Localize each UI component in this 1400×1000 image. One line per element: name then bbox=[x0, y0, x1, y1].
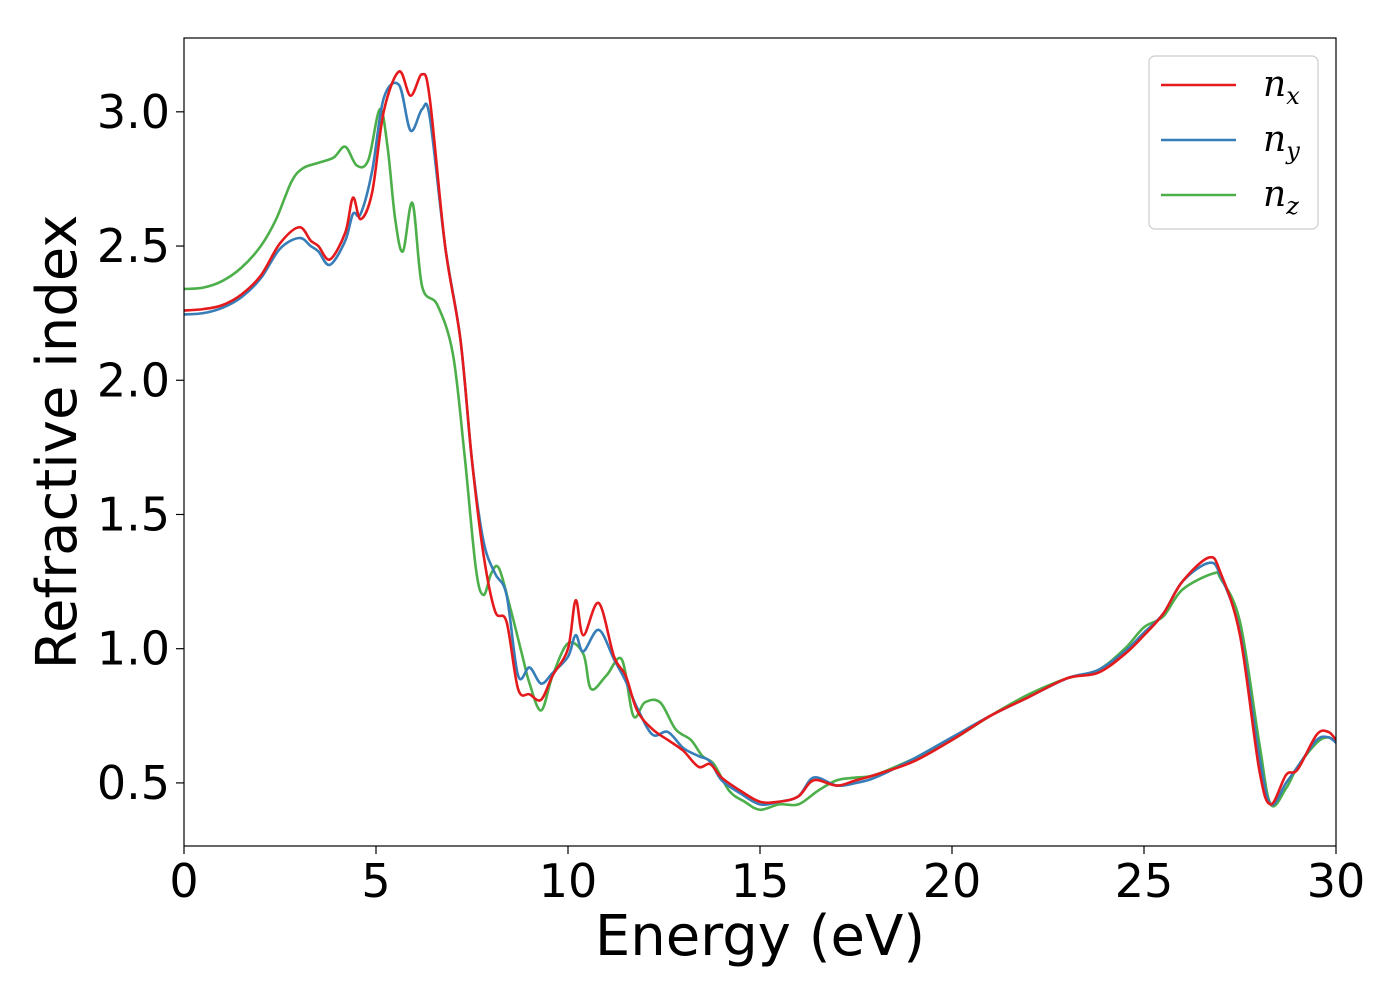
y-axis-label: Refractive index bbox=[25, 215, 90, 670]
legend-box bbox=[1148, 55, 1319, 230]
x-tick-label: 15 bbox=[731, 854, 790, 908]
series-line-n-z bbox=[184, 107, 1336, 812]
y-tick-label: 2.5 bbox=[97, 219, 170, 273]
series-layer bbox=[184, 70, 1336, 812]
series-line-n-x bbox=[184, 70, 1336, 806]
x-tick-label: 20 bbox=[923, 854, 982, 908]
y-tick-label: 3.0 bbox=[97, 85, 170, 139]
x-tick-label: 30 bbox=[1307, 854, 1366, 908]
y-axis-ticks: 0.5 1.0 1.5 2.0 2.5 3.0 bbox=[97, 85, 184, 810]
x-axis-label: Energy (eV) bbox=[595, 904, 925, 969]
y-tick-label: 2.0 bbox=[97, 353, 170, 407]
x-tick-label: 0 bbox=[169, 854, 198, 908]
legend-label-n-z: nz bbox=[1263, 174, 1299, 220]
legend: nx ny nz bbox=[1148, 55, 1319, 230]
x-axis-ticks: 0 5 10 15 20 25 30 bbox=[169, 846, 1365, 908]
legend-label-n-y: ny bbox=[1263, 119, 1300, 165]
x-tick-label: 5 bbox=[361, 854, 390, 908]
y-tick-label: 1.0 bbox=[97, 622, 170, 676]
y-tick-label: 1.5 bbox=[97, 487, 170, 541]
y-tick-label: 0.5 bbox=[97, 756, 170, 810]
x-tick-label: 10 bbox=[539, 854, 598, 908]
x-tick-label: 25 bbox=[1115, 854, 1174, 908]
legend-label-n-x: nx bbox=[1263, 64, 1300, 110]
